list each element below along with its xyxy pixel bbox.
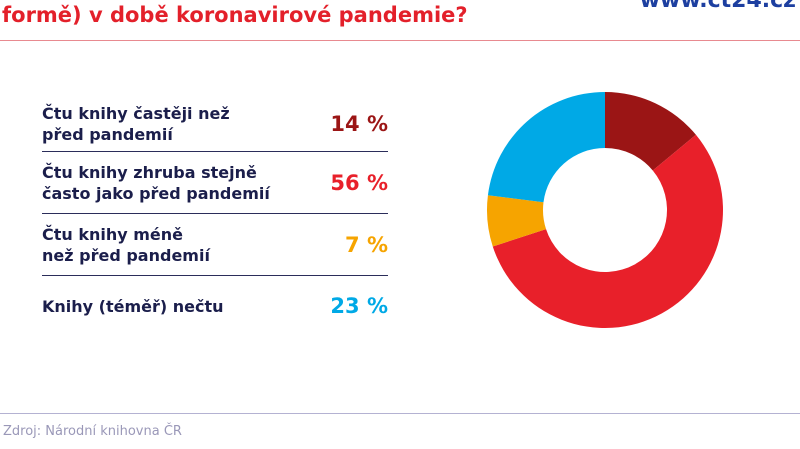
- legend: Čtu knihy častěji než před pandemií 14 %…: [42, 96, 388, 336]
- legend-label: Čtu knihy méně než před pandemií: [42, 224, 210, 265]
- data-label: 14 %: [330, 111, 388, 136]
- source-note: Zdroj: Národní knihovna ČR: [3, 424, 182, 439]
- donut-chart: [487, 92, 723, 328]
- legend-label: Knihy (téměř) nečtu: [42, 296, 224, 316]
- legend-label: Čtu knihy zhruba stejně často jako před …: [42, 162, 270, 203]
- data-label: 23 %: [330, 294, 388, 318]
- divider: [0, 40, 800, 41]
- donut-slice: [605, 92, 696, 171]
- legend-row: Knihy (téměř) nečtu 23 %: [42, 276, 388, 336]
- site-url: www.ct24.cz: [639, 0, 796, 13]
- data-label: 56 %: [330, 170, 388, 195]
- legend-row: Čtu knihy méně než před pandemií 7 %: [42, 214, 388, 276]
- data-label: 7 %: [345, 232, 388, 257]
- donut-slice: [487, 195, 547, 247]
- donut-slice: [487, 92, 605, 203]
- legend-row: Čtu knihy zhruba stejně často jako před …: [42, 152, 388, 214]
- donut-slice: [492, 134, 723, 328]
- legend-row: Čtu knihy častěji než před pandemií 14 %: [42, 96, 388, 152]
- divider: [0, 413, 800, 414]
- legend-label: Čtu knihy častěji než před pandemií: [42, 103, 230, 144]
- chart-title: formě) v době koronavirové pandemie?: [2, 3, 468, 27]
